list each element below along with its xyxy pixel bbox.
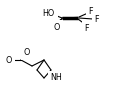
Text: F: F: [94, 15, 98, 24]
Text: F: F: [88, 7, 92, 16]
Text: NH: NH: [50, 73, 61, 82]
Text: HO: HO: [41, 8, 54, 17]
Text: F: F: [84, 24, 88, 32]
Text: O: O: [6, 56, 12, 65]
Text: O: O: [53, 23, 60, 32]
Polygon shape: [61, 17, 77, 19]
Text: O: O: [24, 48, 30, 57]
